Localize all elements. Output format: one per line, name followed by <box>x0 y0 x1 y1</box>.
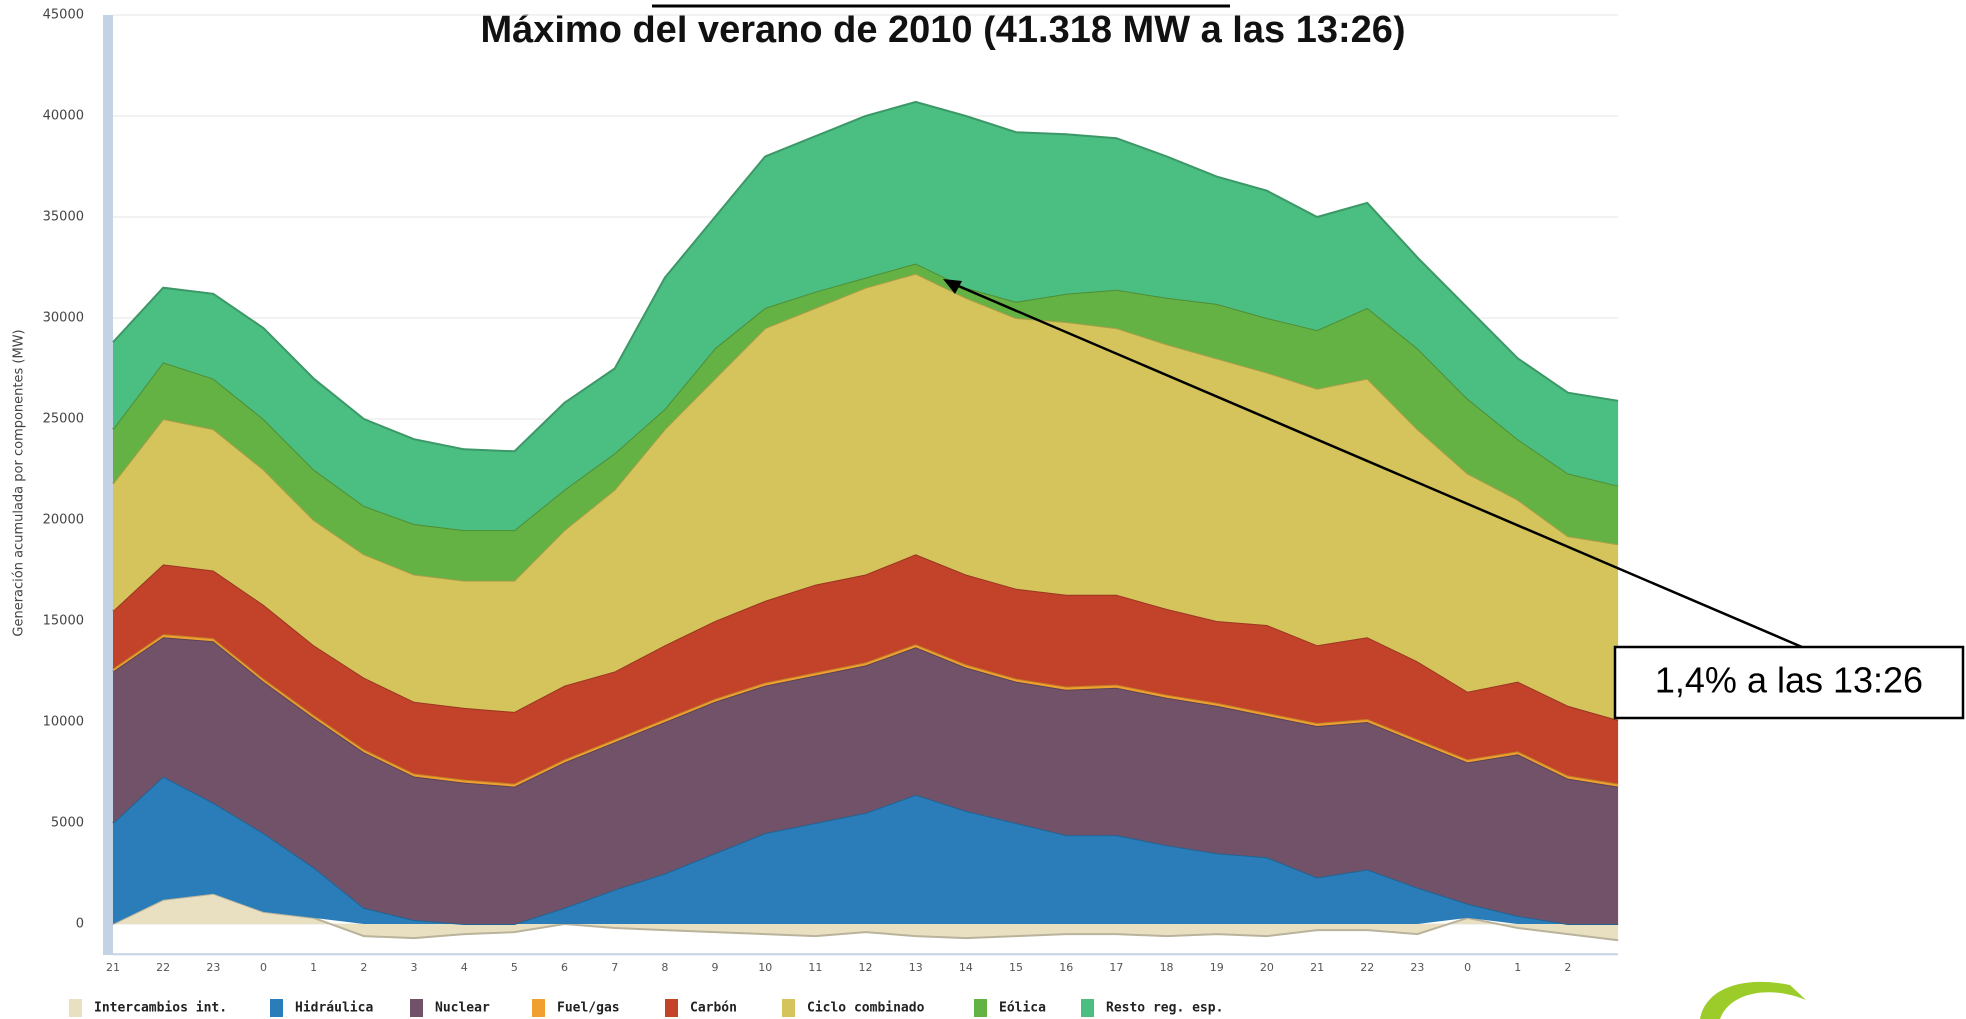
x-tick-label: 16 <box>1059 961 1073 974</box>
legend-label: Intercambios int. <box>94 1001 227 1016</box>
legend: Intercambios int. Hidráulica Nuclear Fuel/g… <box>69 999 1223 1017</box>
area <box>113 634 1619 787</box>
y-tick-label: 45000 <box>43 8 84 23</box>
area <box>113 637 1619 924</box>
areas <box>112 100 1619 942</box>
y-tick-label: 20000 <box>43 513 84 528</box>
y-tick-label: 25000 <box>43 412 84 427</box>
area-edge <box>112 892 1619 942</box>
y-axis-label: Generación acumulada por componentes (MW… <box>12 329 27 636</box>
y-tick-label: 15000 <box>43 614 84 629</box>
x-tick-label: 18 <box>1160 961 1174 974</box>
chart-title: Máximo del verano de 2010 (41.318 MW a l… <box>480 9 1405 51</box>
y-tick-label: 10000 <box>43 715 84 730</box>
x-tick-label: 2 <box>360 961 367 974</box>
legend-swatch <box>532 999 545 1017</box>
legend-label: Hidráulica <box>295 1001 373 1016</box>
y-axis-bar <box>103 15 113 955</box>
area <box>113 101 1619 531</box>
x-tick-label: 10 <box>758 961 772 974</box>
x-tick-label: 15 <box>1009 961 1023 974</box>
area <box>113 776 1619 924</box>
area-edge <box>112 100 1619 453</box>
legend-label: Resto reg. esp. <box>1106 1001 1223 1016</box>
y-tick-label: 0 <box>76 917 84 932</box>
legend-label: Nuclear <box>435 1001 490 1016</box>
area <box>113 273 1619 720</box>
annotation-box <box>1613 645 1965 720</box>
x-tick-label: 20 <box>1260 961 1274 974</box>
x-tick-label: 0 <box>1464 961 1471 974</box>
area <box>113 263 1619 581</box>
legend-swatch <box>974 999 987 1017</box>
x-tick-label: 3 <box>411 961 418 974</box>
legend-label: Ciclo combinado <box>807 1001 925 1016</box>
x-tick-label: 1 <box>1514 961 1521 974</box>
legend-swatch <box>69 999 82 1017</box>
x-tick-label: 11 <box>808 961 822 974</box>
annotation: 1,4% a las 13:26 <box>1655 660 1923 701</box>
x-tick-label: 7 <box>611 961 618 974</box>
x-tick-label: 13 <box>909 961 923 974</box>
legend-swatch <box>782 999 795 1017</box>
x-tick-label: 0 <box>260 961 267 974</box>
annotation-arrow <box>955 283 1803 649</box>
x-tick-label: 14 <box>959 961 973 974</box>
legend-label: Carbón <box>690 1001 737 1016</box>
x-tick-label: 22 <box>156 961 170 974</box>
x-tick-label: 2 <box>1564 961 1571 974</box>
y-tick-label: 30000 <box>43 311 84 326</box>
x-tick-label: 5 <box>511 961 518 974</box>
x-tick-label: 12 <box>859 961 873 974</box>
y-tick-label: 40000 <box>43 109 84 124</box>
logo <box>1700 981 1806 1019</box>
arrow-head <box>943 279 962 294</box>
x-tick-label: 1 <box>310 961 317 974</box>
x-tick-label: 21 <box>1310 961 1324 974</box>
x-tick-label: 23 <box>1410 961 1424 974</box>
legend-swatch <box>1081 999 1094 1017</box>
y-tick-label: 35000 <box>43 210 84 225</box>
legend-swatch <box>270 999 283 1017</box>
x-tick-label: 23 <box>206 961 220 974</box>
x-tick-label: 17 <box>1109 961 1123 974</box>
x-tick-label: 21 <box>106 961 120 974</box>
x-tick-label: 6 <box>561 961 568 974</box>
x-tick-label: 4 <box>461 961 468 974</box>
y-tick-label: 5000 <box>51 816 84 831</box>
legend-swatch <box>665 999 678 1017</box>
x-tick-label: 9 <box>712 961 719 974</box>
x-tick-label: 19 <box>1210 961 1224 974</box>
axes: 0 5000 10000 15000 20000 25000 30000 35000 40000… <box>43 8 1619 974</box>
x-tick-label: 22 <box>1360 961 1374 974</box>
legend-label: Eólica <box>999 1001 1046 1016</box>
legend-swatch <box>410 999 423 1017</box>
area <box>113 554 1619 784</box>
area <box>113 893 1619 941</box>
legend-label: Fuel/gas <box>557 1001 620 1016</box>
x-tick-label: 8 <box>661 961 668 974</box>
